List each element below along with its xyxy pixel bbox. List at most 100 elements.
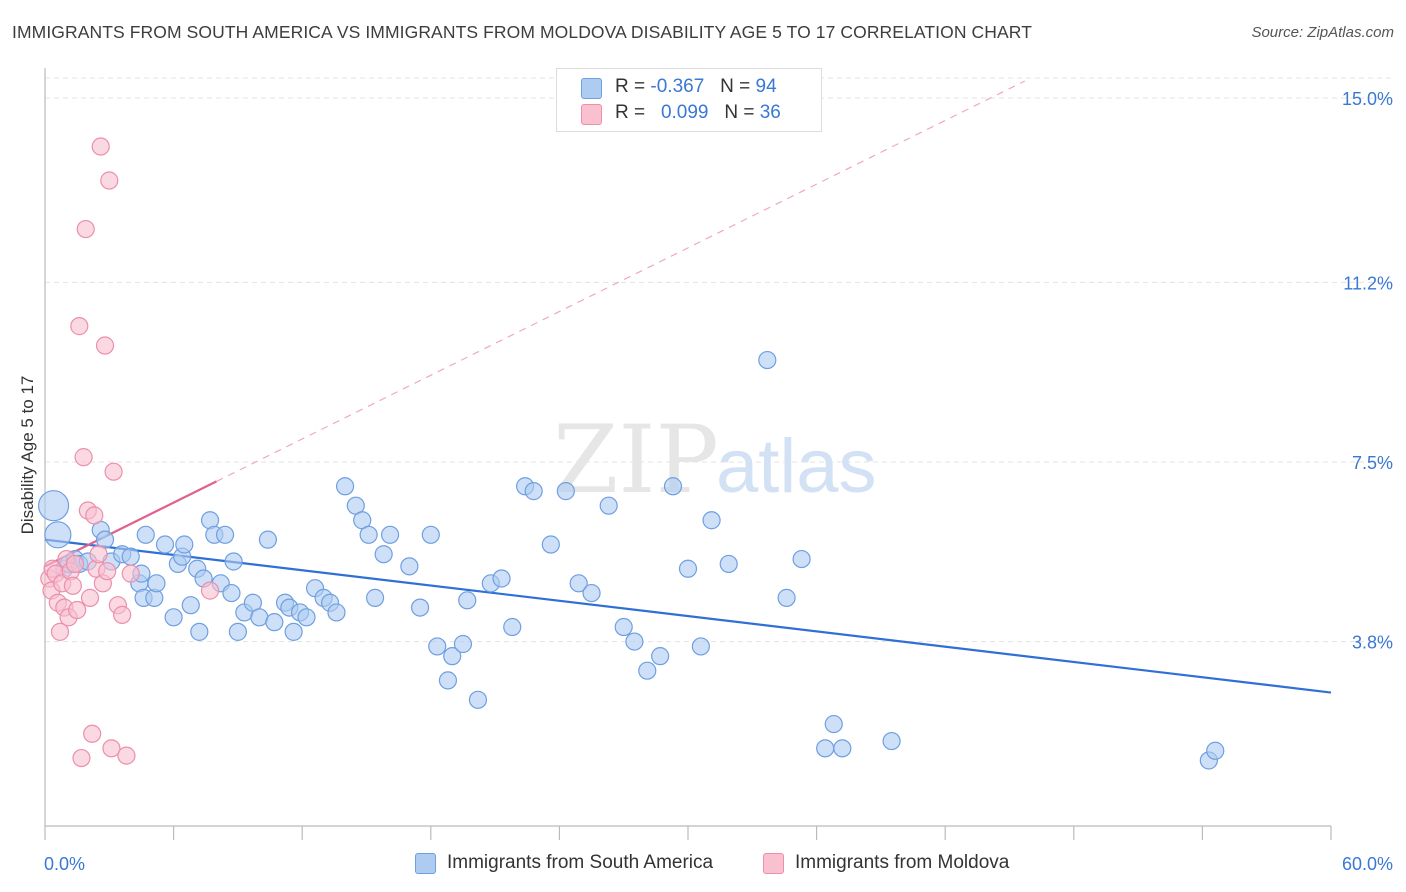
points-layer <box>37 137 1225 770</box>
moldova-point <box>89 545 108 564</box>
south-america-point <box>181 596 200 615</box>
south-america-point <box>663 477 683 496</box>
south-america-trend-line <box>44 538 1332 694</box>
moldova-point <box>98 562 117 581</box>
moldova-point <box>104 462 123 481</box>
south-america-point <box>599 496 618 515</box>
south-america-point <box>792 549 811 569</box>
south-america-point <box>719 554 738 574</box>
moldova-point <box>50 622 70 641</box>
south-america-point <box>443 647 462 666</box>
south-america-point <box>164 608 183 627</box>
legend-n-label: N = <box>724 102 755 123</box>
south-america-point <box>582 583 601 603</box>
legend-r-value: 0.099 <box>660 102 709 123</box>
moldova-point <box>80 588 100 607</box>
moldova-point <box>117 746 136 765</box>
south-america-point <box>468 690 488 709</box>
south-america-point <box>224 552 243 571</box>
moldova-point <box>91 137 110 156</box>
south-america-point <box>438 671 458 690</box>
south-america-point <box>651 647 670 666</box>
south-america-point <box>625 632 644 651</box>
south-america-point <box>365 588 385 607</box>
south-america-point <box>359 525 378 544</box>
south-america-point <box>410 598 430 617</box>
y-tick-label: 11.2% <box>1343 273 1393 293</box>
south-america-point <box>492 569 511 588</box>
south-america-point <box>833 739 852 758</box>
south-america-point <box>678 559 698 578</box>
moldova-point <box>113 605 132 624</box>
moldova-point <box>63 576 82 595</box>
legend-n-value: 94 <box>755 76 777 97</box>
south-america-point <box>175 535 194 554</box>
south-america-point <box>265 613 284 632</box>
chart-source: Source: ZipAtlas.com <box>1251 24 1394 41</box>
south-america-point <box>190 622 209 641</box>
legend-swatch-blue <box>581 78 602 99</box>
south-america-point <box>215 525 235 544</box>
south-america-point <box>400 557 419 576</box>
south-america-point <box>503 617 522 637</box>
watermark-zip: ZIP <box>553 406 719 515</box>
moldova-point <box>83 724 102 743</box>
south-america-point <box>155 535 175 554</box>
south-america-point <box>524 482 543 501</box>
legend-swatch-pink <box>581 104 602 125</box>
south-america-point <box>816 739 835 758</box>
watermark: ZIP atlas <box>553 406 877 515</box>
legend-n-label: N = <box>720 76 751 97</box>
south-america-point <box>453 634 473 654</box>
south-america-point <box>777 588 796 607</box>
bottom-legend-swatch-blue <box>415 853 436 874</box>
south-america-point <box>691 637 710 656</box>
bottom-legend-label: Immigrants from South America <box>447 852 714 873</box>
moldova-point <box>68 600 87 620</box>
south-america-point <box>222 583 241 603</box>
south-america-point <box>556 482 575 501</box>
legend-n-value: 36 <box>759 102 781 123</box>
moldova-point <box>95 336 115 355</box>
south-america-point <box>458 591 477 610</box>
moldova-point <box>85 506 104 525</box>
x-tick-label: 0.0% <box>44 854 85 874</box>
trend-layer <box>44 80 1332 694</box>
moldova-point <box>100 171 119 190</box>
moldova-point <box>200 581 220 600</box>
y-axis-label: Disability Age 5 to 17 <box>18 375 37 535</box>
south-america-point <box>121 547 140 566</box>
south-america-point <box>284 622 303 641</box>
south-america-point <box>37 490 70 522</box>
south-america-point <box>228 622 247 641</box>
legend-r-label: R = <box>615 76 646 97</box>
legend-r-value: -0.367 <box>650 76 705 97</box>
south-america-point <box>824 714 843 734</box>
moldova-point <box>121 564 140 583</box>
y-tick-label: 3.8% <box>1352 633 1393 653</box>
south-america-point <box>421 525 440 544</box>
south-america-point <box>250 608 269 627</box>
moldova-point <box>76 219 95 239</box>
south-america-point <box>297 608 316 627</box>
south-america-point <box>380 525 400 544</box>
axis-layer <box>44 68 1332 840</box>
bottom-legend-swatch-pink <box>763 853 784 874</box>
south-america-point <box>614 617 633 637</box>
south-america-point <box>702 511 721 530</box>
south-america-point <box>136 525 155 544</box>
south-america-point <box>569 574 588 593</box>
south-america-point <box>758 350 777 370</box>
moldova-point <box>65 554 85 574</box>
south-america-point <box>1206 741 1225 760</box>
chart-title: IMMIGRANTS FROM SOUTH AMERICA VS IMMIGRA… <box>12 22 1032 42</box>
legend: R = -0.367 N = 94 R = 0.099 N = 36 <box>556 68 822 132</box>
south-america-point <box>147 574 166 593</box>
south-america-point <box>44 521 72 549</box>
grid-layer <box>45 77 1392 643</box>
labels-layer: 3.8% 7.5% 11.2% 15.0% 0.0% 60.0% <box>44 89 1393 874</box>
x-tick-label: 60.0% <box>1342 854 1393 874</box>
south-america-point <box>638 661 657 680</box>
moldova-point <box>102 739 121 758</box>
